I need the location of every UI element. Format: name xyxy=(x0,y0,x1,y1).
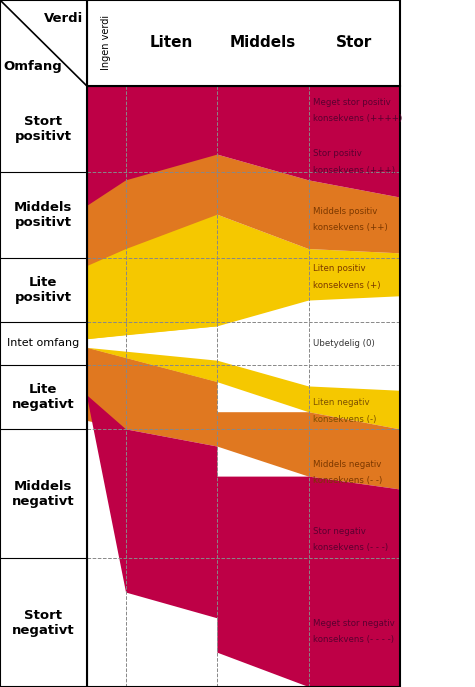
Text: konsekvens (++): konsekvens (++) xyxy=(314,223,388,232)
Text: Intet omfang: Intet omfang xyxy=(7,339,79,348)
Text: Liten: Liten xyxy=(150,36,193,50)
Polygon shape xyxy=(87,86,400,206)
Text: konsekvens (++++): konsekvens (++++) xyxy=(314,114,403,123)
Polygon shape xyxy=(87,86,400,339)
Polygon shape xyxy=(87,348,400,429)
Text: Meget stor negativ: Meget stor negativ xyxy=(314,619,395,628)
Text: Stor positiv: Stor positiv xyxy=(314,149,362,158)
Bar xyxy=(87,0,400,86)
Polygon shape xyxy=(87,395,400,687)
Text: Liten positiv: Liten positiv xyxy=(314,264,366,273)
Polygon shape xyxy=(87,348,400,489)
Text: Middels: Middels xyxy=(230,36,296,50)
Text: Middels
negativt: Middels negativt xyxy=(12,480,75,508)
Text: Ubetydelig (0): Ubetydelig (0) xyxy=(314,339,375,348)
Polygon shape xyxy=(87,86,400,266)
Text: Meget stor positiv: Meget stor positiv xyxy=(314,98,391,106)
Polygon shape xyxy=(309,86,400,164)
Text: konsekvens (+): konsekvens (+) xyxy=(314,280,381,290)
Text: konsekvens (- - -): konsekvens (- - -) xyxy=(314,543,389,552)
Bar xyxy=(87,86,400,687)
Text: Liten negativ: Liten negativ xyxy=(314,398,370,407)
Text: Stort
negativt: Stort negativt xyxy=(12,609,75,637)
Bar xyxy=(0,0,87,687)
Text: Stor: Stor xyxy=(336,36,372,50)
Text: Middels negativ: Middels negativ xyxy=(314,460,382,469)
Text: konsekvens (- - - -): konsekvens (- - - -) xyxy=(314,635,394,644)
Text: Middels
positivt: Middels positivt xyxy=(14,201,73,229)
Text: Stor negativ: Stor negativ xyxy=(314,527,366,536)
Text: Stort
positivt: Stort positivt xyxy=(15,115,72,143)
Text: Lite
negativt: Lite negativt xyxy=(12,383,75,412)
Text: Middels positiv: Middels positiv xyxy=(314,207,378,216)
Polygon shape xyxy=(87,348,218,404)
Text: konsekvens (+++): konsekvens (+++) xyxy=(314,166,395,174)
Text: konsekvens (-): konsekvens (-) xyxy=(314,414,377,424)
Text: Verdi: Verdi xyxy=(44,12,83,25)
Text: Lite
positivt: Lite positivt xyxy=(15,275,72,304)
Text: Omfang: Omfang xyxy=(4,60,62,74)
Polygon shape xyxy=(309,550,400,687)
Polygon shape xyxy=(87,86,218,339)
Text: Ingen verdi: Ingen verdi xyxy=(102,15,112,71)
Text: konsekvens (- -): konsekvens (- -) xyxy=(314,476,382,486)
